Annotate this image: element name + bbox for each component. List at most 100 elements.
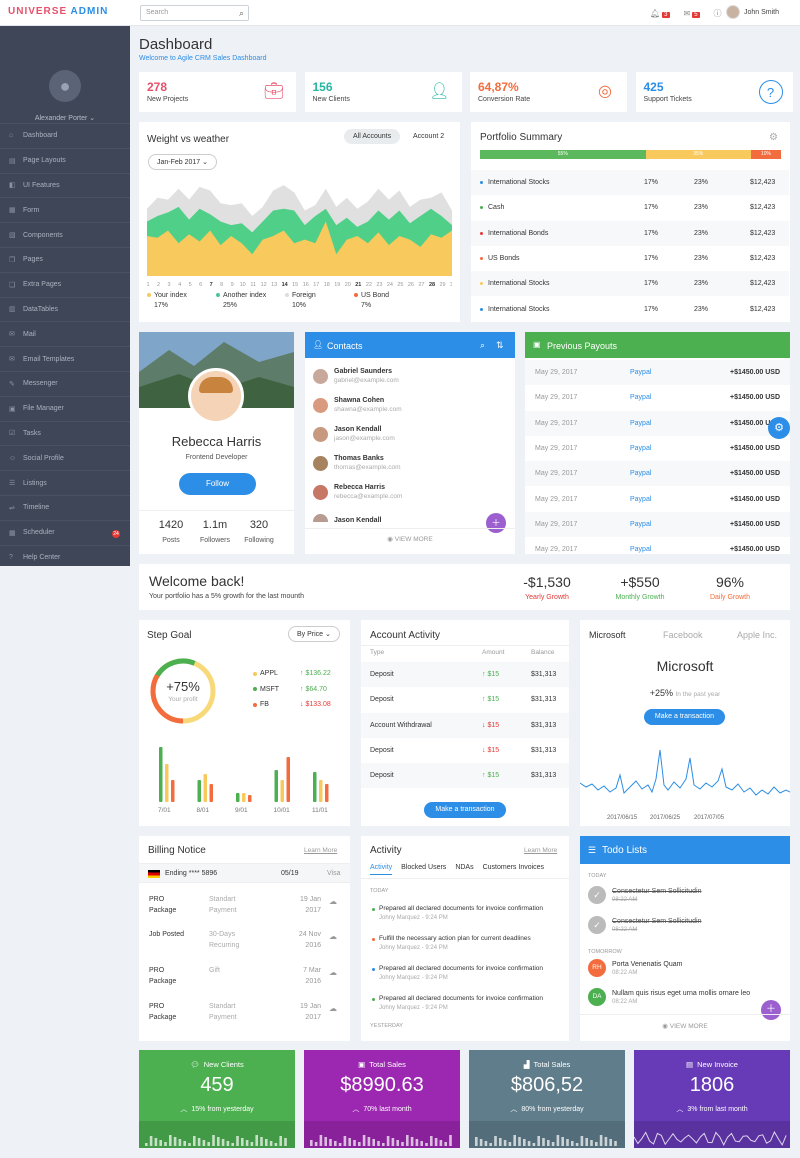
stock-transaction-button[interactable]: Make a transaction [644, 709, 725, 725]
account-activity-row[interactable]: Deposit ↑ $15 $31,313 [361, 763, 569, 789]
activity-tab[interactable]: Customers Invoices [482, 864, 545, 871]
contacts-view-more[interactable]: ◉ VIEW MORE [387, 536, 433, 543]
filter-icon[interactable]: ⇅ [496, 340, 504, 350]
activity-tab[interactable]: NDAs [455, 864, 474, 871]
portfolio-row[interactable]: International Stocks 17% 23% $12,423 [471, 271, 789, 297]
settings-icon[interactable]: ⚙ [769, 132, 778, 143]
sidebar-item-timeline[interactable]: ⇌ Timeline [0, 494, 130, 520]
sidebar-item-social-profile[interactable]: ☺ Social Profile [0, 445, 130, 470]
date-filter[interactable]: Jan-Feb 2017 ⌄ [148, 154, 218, 170]
search-icon[interactable]: ⌕ [238, 8, 244, 18]
todo-item[interactable]: ✓ Consectetur Sem Sollicitudin 08:22 AM [588, 916, 702, 934]
portfolio-row[interactable]: US Bonds 17% 23% $12,423 [471, 246, 789, 271]
payout-method[interactable]: Paypal [630, 419, 652, 427]
payout-row[interactable]: May 29, 2017 Paypal +$1450.00 USD [525, 360, 790, 386]
activity-item[interactable]: Fulfill the necessary action plan for cu… [370, 935, 560, 951]
payout-row[interactable]: May 29, 2017 Paypal +$1450.00 USD [525, 487, 790, 512]
payout-row[interactable]: May 29, 2017 Paypal +$1450.00 USD [525, 436, 790, 461]
payout-method[interactable]: Paypal [630, 445, 652, 453]
sidebar-item-datatables[interactable]: ▥ DataTables [0, 296, 130, 322]
todo-item[interactable]: ✓ Consectetur Sem Sollicitudin 08:22 AM [588, 886, 702, 904]
gear-icon[interactable]: ⚙ [768, 417, 790, 439]
avatar[interactable]: RH [588, 959, 606, 977]
payout-row[interactable]: May 29, 2017 Paypal +$1450.00 USD [525, 461, 790, 487]
todo-view-more[interactable]: ◉ VIEW MORE [662, 1023, 708, 1030]
download-icon[interactable]: ☁ [329, 1004, 337, 1013]
billing-row[interactable]: Job Posted 30-Days Recurring 24 Nov 2016 ☁ [139, 927, 350, 957]
search-input[interactable]: Search ⌕ [140, 5, 249, 21]
price-filter[interactable]: By Price ⌄ [288, 626, 340, 642]
sidebar-item-listings[interactable]: ☰ Listings [0, 470, 130, 495]
sidebar-item-file-manager[interactable]: ▣ File Manager [0, 395, 130, 421]
check-icon[interactable]: ✓ [588, 886, 606, 904]
download-icon[interactable]: ☁ [329, 897, 337, 906]
sidebar-item-scheduler[interactable]: ▦ Scheduler 24 [0, 519, 130, 545]
summary-card[interactable]: ▟ Total Sales $806,52 ︿ 80% from yesterday [469, 1050, 625, 1148]
sidebar-item-messenger[interactable]: ✎ Messenger [0, 370, 130, 396]
avatar[interactable]: DA [588, 988, 606, 1006]
download-icon[interactable]: ☁ [329, 932, 337, 941]
tab-all-accounts[interactable]: All Accounts [344, 129, 401, 144]
payout-row[interactable]: May 29, 2017 Paypal +$1450.00 USD [525, 385, 790, 410]
bell-icon[interactable]: 🔔︎ 3 [650, 9, 670, 18]
account-activity-row[interactable]: Deposit ↑ $15 $31,313 [361, 687, 569, 712]
download-icon[interactable]: ☁ [329, 968, 337, 977]
account-activity-row[interactable]: Account Withdrawal ↓ $15 $31,313 [361, 712, 569, 738]
profile-avatar[interactable] [188, 368, 244, 424]
sidebar-item-email-templates[interactable]: ✉ Email Templates [0, 346, 130, 371]
account-activity-row[interactable]: Deposit ↑ $15 $31,313 [361, 662, 569, 688]
todo-item[interactable]: RH Porta Venenatis Quam 08:22 AM [588, 959, 682, 977]
summary-card[interactable]: 💬︎ New Clients 459 ︿ 15% from yesterday [139, 1050, 295, 1148]
todo-item[interactable]: DA Nullam quis risus eget urna mollis orn… [588, 988, 750, 1006]
user-avatar-icon[interactable]: ● [49, 70, 81, 102]
sidebar-user[interactable]: Alexander Porter ⌄ [34, 115, 96, 122]
payout-method[interactable]: Paypal [630, 470, 652, 478]
activity-item[interactable]: Prepared all declared documents for invo… [370, 995, 560, 1011]
sidebar-item-page-layouts[interactable]: ▤ Page Layouts [0, 147, 130, 173]
billing-row[interactable]: PRO Package Standart Payment 19 Jan 2017 ☁ [139, 892, 350, 922]
payout-row[interactable]: May 29, 2017 Paypal +$1450.00 USD [525, 511, 790, 538]
contact-item[interactable]: Shawna Cohen shawna@example.com [313, 391, 402, 419]
sidebar-item-mail[interactable]: ✉ Mail [0, 321, 130, 346]
sidebar-item-form[interactable]: ▦ Form [0, 197, 130, 222]
payout-row[interactable]: May 29, 2017 Paypal +$1450.00 USD [525, 537, 790, 562]
sidebar-item-help-center[interactable]: ? Help Center [0, 544, 130, 570]
contact-item[interactable]: Jason Kendall jason@example.com [313, 420, 395, 448]
sidebar-item-tasks[interactable]: ☑ Tasks [0, 420, 130, 446]
sidebar-item-dashboard[interactable]: ⌂ Dashboard [0, 123, 130, 148]
sidebar-item-pages[interactable]: ❐ Pages [0, 246, 130, 272]
contact-item[interactable]: Jason Kendall [313, 507, 381, 522]
user-menu[interactable]: John Smith [726, 5, 779, 19]
sidebar-item-extra-pages[interactable]: ❏ Extra Pages [0, 271, 130, 297]
payout-method[interactable]: Paypal [630, 394, 652, 402]
mail-icon[interactable]: ✉ 5 [683, 9, 700, 18]
make-transaction-button[interactable]: Make a transaction [424, 802, 506, 818]
stock-tab[interactable]: Microsoft [589, 630, 626, 640]
billing-learn-more[interactable]: Learn More [304, 847, 338, 854]
activity-item[interactable]: Prepared all declared documents for invo… [370, 965, 560, 981]
sidebar-item-ui-features[interactable]: ◧ UI Features [0, 172, 130, 198]
contact-item[interactable]: Rebecca Harris rebecca@example.com [313, 478, 402, 506]
payout-row[interactable]: May 29, 2017 Paypal +$1450.00 USD [525, 410, 790, 436]
brand-logo[interactable]: UNIVERSE ADMIN [8, 6, 108, 17]
portfolio-row[interactable]: International Bonds 17% 23% $12,423 [471, 220, 789, 246]
payout-method[interactable]: Paypal [630, 495, 652, 503]
activity-tab[interactable]: Activity [370, 864, 393, 875]
account-activity-row[interactable]: Deposit ↓ $15 $31,313 [361, 738, 569, 763]
info-icon[interactable]: ⓘ [713, 9, 722, 18]
check-icon[interactable]: ✓ [588, 916, 606, 934]
add-contact-button[interactable]: ＋ [486, 513, 506, 533]
contact-item[interactable]: Gabriel Saunders gabriel@example.com [313, 362, 399, 390]
tab-account-2[interactable]: Account 2 [413, 133, 445, 140]
billing-row[interactable]: PRO Package Gift 7 Mar 2016 ☁ [139, 963, 350, 993]
payout-method[interactable]: Paypal [630, 369, 652, 377]
add-todo-button[interactable]: ＋ [761, 1000, 781, 1020]
contact-item[interactable]: Thomas Banks thomas@example.com [313, 449, 401, 477]
portfolio-row[interactable]: Cash 17% 23% $12,423 [471, 195, 789, 220]
sidebar-item-components[interactable]: ▧ Components [0, 222, 130, 247]
stock-tab[interactable]: Apple Inc. [737, 630, 778, 640]
activity-tab[interactable]: Blocked Users [401, 864, 447, 871]
activity-item[interactable]: Prepared all declared documents for invo… [370, 905, 560, 921]
stock-tab[interactable]: Facebook [663, 630, 703, 640]
search-icon[interactable]: ⌕ [480, 340, 486, 350]
